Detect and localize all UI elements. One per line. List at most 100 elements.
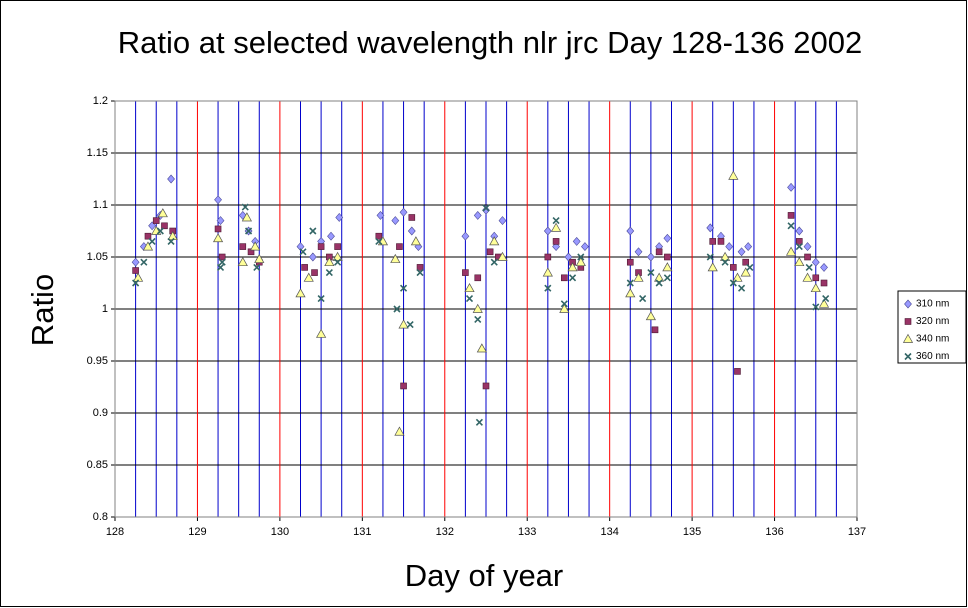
point xyxy=(812,274,820,282)
point xyxy=(721,258,729,266)
y-tick-label: 0.85 xyxy=(87,459,108,471)
point xyxy=(410,236,422,246)
point xyxy=(785,246,797,256)
point xyxy=(795,243,803,251)
point xyxy=(577,253,585,261)
point xyxy=(131,257,140,267)
point xyxy=(803,242,812,252)
point xyxy=(625,288,636,298)
point xyxy=(390,253,401,263)
point xyxy=(647,269,655,277)
point xyxy=(375,237,383,245)
point xyxy=(633,272,644,282)
point xyxy=(482,204,490,212)
point xyxy=(810,282,821,293)
point xyxy=(142,241,154,251)
point xyxy=(651,326,659,334)
point xyxy=(560,300,568,308)
point xyxy=(787,182,795,192)
point xyxy=(311,269,318,276)
point xyxy=(303,272,314,282)
point xyxy=(391,216,400,226)
point xyxy=(239,243,247,250)
point xyxy=(804,253,811,261)
point xyxy=(334,258,342,266)
point xyxy=(709,238,717,245)
point xyxy=(740,267,751,277)
point xyxy=(664,253,671,261)
point xyxy=(299,248,307,256)
x-tick-label: 134 xyxy=(600,526,618,538)
point xyxy=(497,251,508,261)
point xyxy=(474,315,482,323)
point xyxy=(725,242,734,252)
point xyxy=(218,258,226,266)
point xyxy=(396,243,403,250)
point xyxy=(581,242,589,252)
point xyxy=(327,231,335,241)
point xyxy=(738,284,746,292)
point xyxy=(335,213,344,222)
point xyxy=(398,319,409,329)
point xyxy=(462,269,469,276)
point xyxy=(324,256,335,267)
point xyxy=(550,222,562,232)
point xyxy=(482,205,490,215)
point xyxy=(416,264,424,271)
point xyxy=(742,258,750,266)
point xyxy=(820,279,828,287)
point xyxy=(626,258,634,266)
point xyxy=(301,264,308,271)
point xyxy=(156,227,164,235)
point xyxy=(152,217,160,224)
point xyxy=(543,226,552,236)
point xyxy=(706,223,715,233)
x-tick-label: 135 xyxy=(683,526,701,538)
point xyxy=(475,418,483,426)
y-tick-label: 1.2 xyxy=(93,95,108,107)
point xyxy=(805,263,813,271)
point xyxy=(394,426,405,436)
point xyxy=(559,303,570,313)
point xyxy=(416,269,424,277)
y-tick-label: 1.1 xyxy=(93,199,108,211)
point xyxy=(552,238,560,245)
point xyxy=(729,279,737,287)
point xyxy=(325,269,333,277)
point xyxy=(802,272,813,282)
point xyxy=(218,253,226,261)
point xyxy=(498,216,507,226)
point xyxy=(161,222,168,230)
point xyxy=(334,243,341,250)
point xyxy=(214,195,222,205)
point xyxy=(794,256,805,267)
legend-label: 340 nm xyxy=(916,334,949,345)
point xyxy=(132,279,140,287)
point xyxy=(552,217,560,225)
point xyxy=(212,233,224,243)
point xyxy=(820,262,828,272)
point xyxy=(216,263,225,271)
point xyxy=(744,242,753,252)
point xyxy=(317,243,325,250)
point xyxy=(461,231,470,241)
point xyxy=(662,262,673,272)
point xyxy=(707,262,718,272)
point xyxy=(655,279,663,287)
point xyxy=(295,288,306,298)
point xyxy=(787,212,795,219)
point xyxy=(626,226,635,236)
point xyxy=(717,238,725,245)
point xyxy=(567,262,578,272)
point xyxy=(732,272,743,282)
point xyxy=(393,305,401,313)
point xyxy=(737,247,746,257)
point xyxy=(140,258,148,266)
point xyxy=(818,298,830,308)
point xyxy=(316,328,327,338)
point xyxy=(406,321,414,329)
point xyxy=(626,279,634,287)
point xyxy=(474,274,482,282)
legend-marker xyxy=(904,318,912,325)
point xyxy=(490,258,498,266)
